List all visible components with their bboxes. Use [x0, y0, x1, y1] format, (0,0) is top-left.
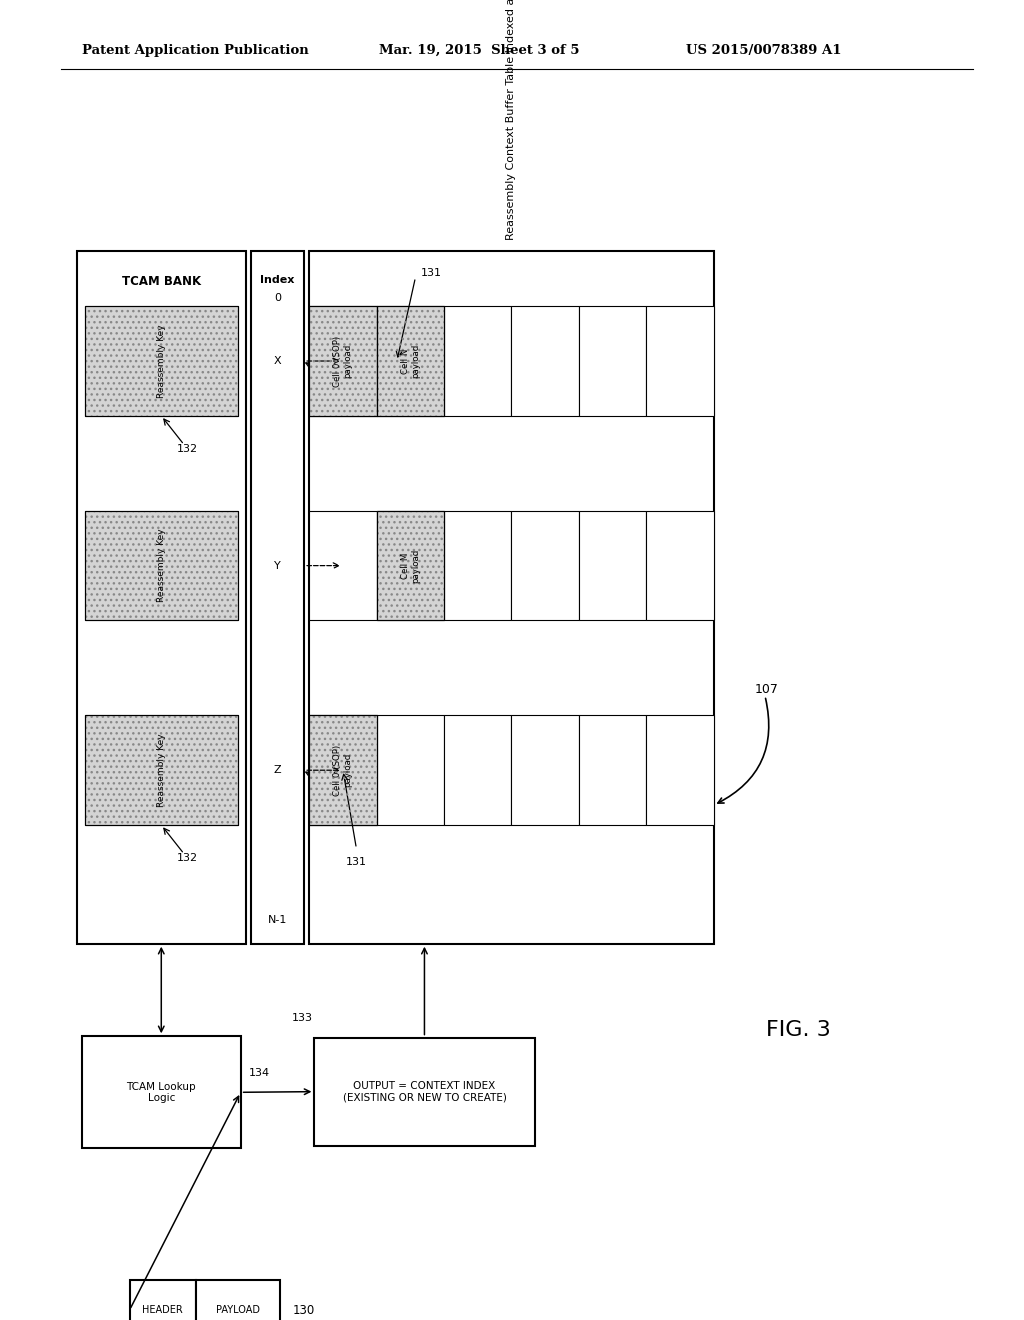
Text: Reassembly Context Buffer Table Indexed as per TCAM indexing: Reassembly Context Buffer Table Indexed … — [507, 0, 516, 240]
Bar — [646, 306, 714, 416]
Bar — [309, 715, 377, 825]
Bar — [197, 1280, 281, 1320]
Bar — [377, 715, 444, 825]
Bar — [85, 306, 238, 416]
Bar — [377, 511, 444, 620]
Text: 131: 131 — [346, 857, 367, 867]
Bar — [512, 715, 579, 825]
Bar — [77, 251, 246, 944]
Bar — [309, 715, 377, 825]
Text: 132: 132 — [176, 444, 198, 454]
Text: TCAM BANK: TCAM BANK — [122, 275, 201, 288]
Bar — [309, 306, 377, 416]
Text: 134: 134 — [249, 1068, 270, 1077]
Bar — [85, 511, 238, 620]
Text: Index: Index — [260, 275, 295, 285]
Bar — [579, 715, 646, 825]
Bar — [82, 1036, 241, 1148]
Bar — [309, 306, 377, 416]
Bar — [309, 715, 377, 825]
Text: 135: 135 — [338, 787, 359, 796]
Bar — [85, 306, 238, 416]
Text: Mar. 19, 2015  Sheet 3 of 5: Mar. 19, 2015 Sheet 3 of 5 — [379, 44, 580, 57]
Bar — [85, 511, 238, 620]
Text: Cell 0 (SOP)
payload: Cell 0 (SOP) payload — [333, 744, 352, 796]
Bar — [444, 715, 512, 825]
Bar — [85, 715, 238, 825]
Bar — [314, 1038, 535, 1146]
Bar — [85, 306, 238, 416]
Bar — [444, 511, 512, 620]
Bar — [646, 511, 714, 620]
Bar — [512, 306, 579, 416]
Text: 132: 132 — [176, 853, 198, 863]
Text: Cell N
payload: Cell N payload — [400, 345, 420, 378]
Bar — [646, 715, 714, 825]
Text: Cell 0 (SOP)
payload: Cell 0 (SOP) payload — [333, 335, 352, 387]
Bar — [309, 715, 377, 825]
Bar — [309, 251, 714, 944]
Text: Reassembly Key: Reassembly Key — [157, 325, 166, 397]
Bar — [309, 306, 377, 416]
Text: 135: 135 — [338, 378, 359, 387]
Text: Y: Y — [274, 561, 281, 570]
Bar — [377, 511, 444, 620]
Text: Cell M
payload: Cell M payload — [400, 549, 420, 582]
Bar — [377, 511, 444, 620]
Text: X: X — [273, 356, 282, 366]
Bar — [129, 1280, 197, 1320]
Text: Reassembly Key: Reassembly Key — [157, 734, 166, 807]
Text: FIG. 3: FIG. 3 — [766, 1019, 831, 1040]
Bar — [444, 306, 512, 416]
Bar — [309, 511, 377, 620]
Text: N-1: N-1 — [268, 915, 287, 925]
Text: 130: 130 — [293, 1304, 314, 1316]
Bar — [377, 306, 444, 416]
Bar — [579, 306, 646, 416]
Bar — [377, 306, 444, 416]
Text: Patent Application Publication: Patent Application Publication — [82, 44, 308, 57]
Bar — [85, 511, 238, 620]
Bar — [377, 306, 444, 416]
Text: 131: 131 — [421, 268, 441, 279]
Bar — [251, 251, 304, 944]
Bar — [309, 306, 377, 416]
Text: TCAM Lookup
Logic: TCAM Lookup Logic — [127, 1081, 196, 1104]
Text: Reassembly Key: Reassembly Key — [157, 529, 166, 602]
Text: 133: 133 — [292, 1012, 312, 1023]
Text: OUTPUT = CONTEXT INDEX
(EXISTING OR NEW TO CREATE): OUTPUT = CONTEXT INDEX (EXISTING OR NEW … — [342, 1081, 507, 1102]
Bar — [85, 715, 238, 825]
Bar — [579, 511, 646, 620]
Bar — [512, 511, 579, 620]
Text: 107: 107 — [755, 682, 778, 696]
Bar — [85, 715, 238, 825]
Bar — [377, 306, 444, 416]
Bar — [377, 511, 444, 620]
Text: HEADER: HEADER — [142, 1305, 183, 1315]
Text: 0: 0 — [274, 293, 281, 304]
Text: PAYLOAD: PAYLOAD — [216, 1305, 260, 1315]
Text: Z: Z — [273, 766, 282, 775]
Text: US 2015/0078389 A1: US 2015/0078389 A1 — [686, 44, 842, 57]
